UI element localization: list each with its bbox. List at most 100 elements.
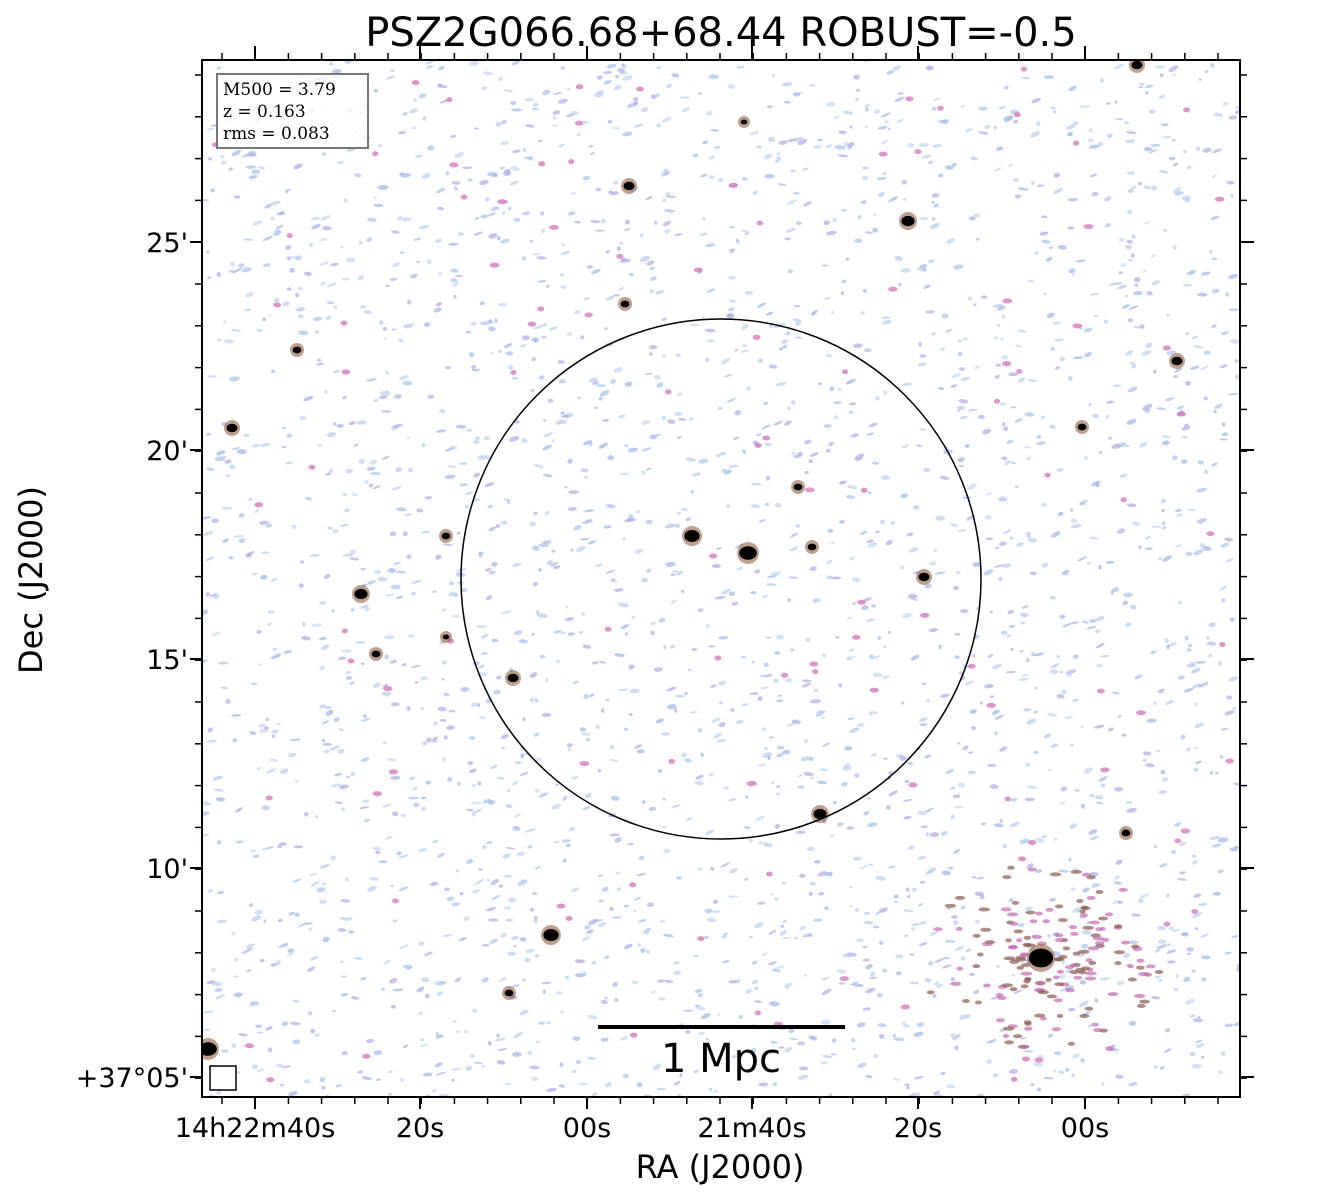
noise-speckle xyxy=(216,1090,222,1095)
noise-speckle xyxy=(413,237,422,241)
noise-speckle xyxy=(777,694,782,697)
noise-speckle xyxy=(360,977,367,981)
faint-source xyxy=(1136,710,1146,716)
noise-speckle xyxy=(291,524,297,530)
noise-speckle xyxy=(878,907,888,914)
noise-speckle xyxy=(540,211,545,216)
noise-speckle xyxy=(897,92,904,95)
noise-speckle xyxy=(777,183,787,186)
sidelobe xyxy=(1077,949,1090,954)
noise-speckle xyxy=(319,1077,326,1083)
noise-speckle xyxy=(684,691,688,696)
noise-speckle xyxy=(448,581,454,586)
noise-speckle xyxy=(916,444,923,447)
noise-speckle xyxy=(1077,556,1087,562)
noise-speckle xyxy=(803,771,814,777)
noise-speckle xyxy=(1133,277,1141,283)
noise-speckle xyxy=(675,876,682,880)
noise-speckle xyxy=(414,680,419,684)
noise-speckle xyxy=(293,845,303,849)
noise-speckle xyxy=(252,854,260,859)
faint-source xyxy=(1002,361,1012,367)
noise-speckle xyxy=(839,480,846,485)
x-tick-label: 20s xyxy=(894,1113,942,1144)
noise-speckle xyxy=(234,195,241,199)
noise-speckle xyxy=(661,354,667,358)
noise-speckle xyxy=(436,83,443,87)
noise-speckle xyxy=(1100,77,1104,83)
sidelobe xyxy=(1024,1021,1032,1026)
noise-speckle xyxy=(993,823,1004,828)
noise-speckle xyxy=(781,339,789,345)
noise-speckle xyxy=(362,799,370,803)
noise-speckle xyxy=(813,859,821,864)
noise-speckle xyxy=(1091,191,1099,196)
noise-speckle xyxy=(247,150,257,155)
noise-speckle xyxy=(579,537,590,541)
noise-speckle xyxy=(792,192,800,195)
noise-speckle xyxy=(1064,969,1074,973)
noise-speckle xyxy=(541,713,552,717)
noise-speckle xyxy=(604,996,608,1000)
noise-speckle xyxy=(1131,521,1141,526)
noise-speckle xyxy=(614,85,622,91)
noise-speckle xyxy=(477,868,483,871)
faint-source xyxy=(574,120,584,126)
noise-speckle xyxy=(465,1065,473,1071)
sidelobe xyxy=(1023,935,1032,940)
noise-speckle xyxy=(471,364,477,370)
noise-speckle xyxy=(996,146,1004,151)
noise-speckle xyxy=(620,257,627,263)
noise-speckle xyxy=(1112,587,1120,593)
noise-speckle xyxy=(1127,940,1139,945)
sidelobe xyxy=(1107,992,1119,997)
noise-speckle xyxy=(849,125,853,129)
noise-speckle xyxy=(846,656,852,661)
noise-speckle xyxy=(324,390,328,394)
sidelobe xyxy=(1058,918,1068,923)
noise-speckle xyxy=(1165,699,1174,705)
noise-speckle xyxy=(861,605,869,611)
faint-source xyxy=(1044,472,1051,478)
noise-speckle xyxy=(1033,710,1038,714)
noise-speckle xyxy=(1036,434,1042,439)
noise-speckle xyxy=(236,449,247,455)
noise-speckle xyxy=(272,230,282,237)
noise-speckle xyxy=(610,294,615,299)
noise-speckle xyxy=(986,492,993,496)
radio-source xyxy=(202,1042,217,1056)
noise-speckle xyxy=(1023,1050,1034,1053)
noise-speckle xyxy=(622,537,626,541)
noise-speckle xyxy=(329,745,340,751)
noise-speckle xyxy=(512,825,521,831)
noise-speckle xyxy=(974,891,984,897)
noise-speckle xyxy=(522,147,527,153)
noise-speckle xyxy=(734,410,742,416)
noise-speckle xyxy=(893,900,899,903)
noise-speckle xyxy=(650,630,655,636)
sidelobe xyxy=(1016,965,1025,970)
noise-speckle xyxy=(513,630,523,636)
noise-speckle xyxy=(538,375,545,380)
noise-speckle xyxy=(960,905,966,910)
noise-speckle xyxy=(1056,467,1064,472)
noise-speckle xyxy=(382,741,387,745)
noise-speckle xyxy=(995,363,1002,367)
noise-speckle xyxy=(999,402,1007,406)
noise-speckle xyxy=(740,229,750,233)
noise-speckle xyxy=(598,921,606,928)
noise-speckle xyxy=(761,952,768,957)
noise-speckle xyxy=(876,992,883,998)
noise-speckle xyxy=(258,723,266,728)
noise-speckle xyxy=(346,257,356,263)
noise-speckle xyxy=(1093,724,1105,729)
noise-speckle xyxy=(323,749,330,754)
noise-speckle xyxy=(1059,356,1066,362)
noise-speckle xyxy=(757,901,766,905)
noise-speckle xyxy=(634,123,644,128)
sidelobe xyxy=(933,927,943,932)
noise-speckle xyxy=(768,137,776,142)
noise-speckle xyxy=(330,855,337,861)
faint-source xyxy=(1163,921,1171,927)
noise-speckle xyxy=(748,935,754,939)
